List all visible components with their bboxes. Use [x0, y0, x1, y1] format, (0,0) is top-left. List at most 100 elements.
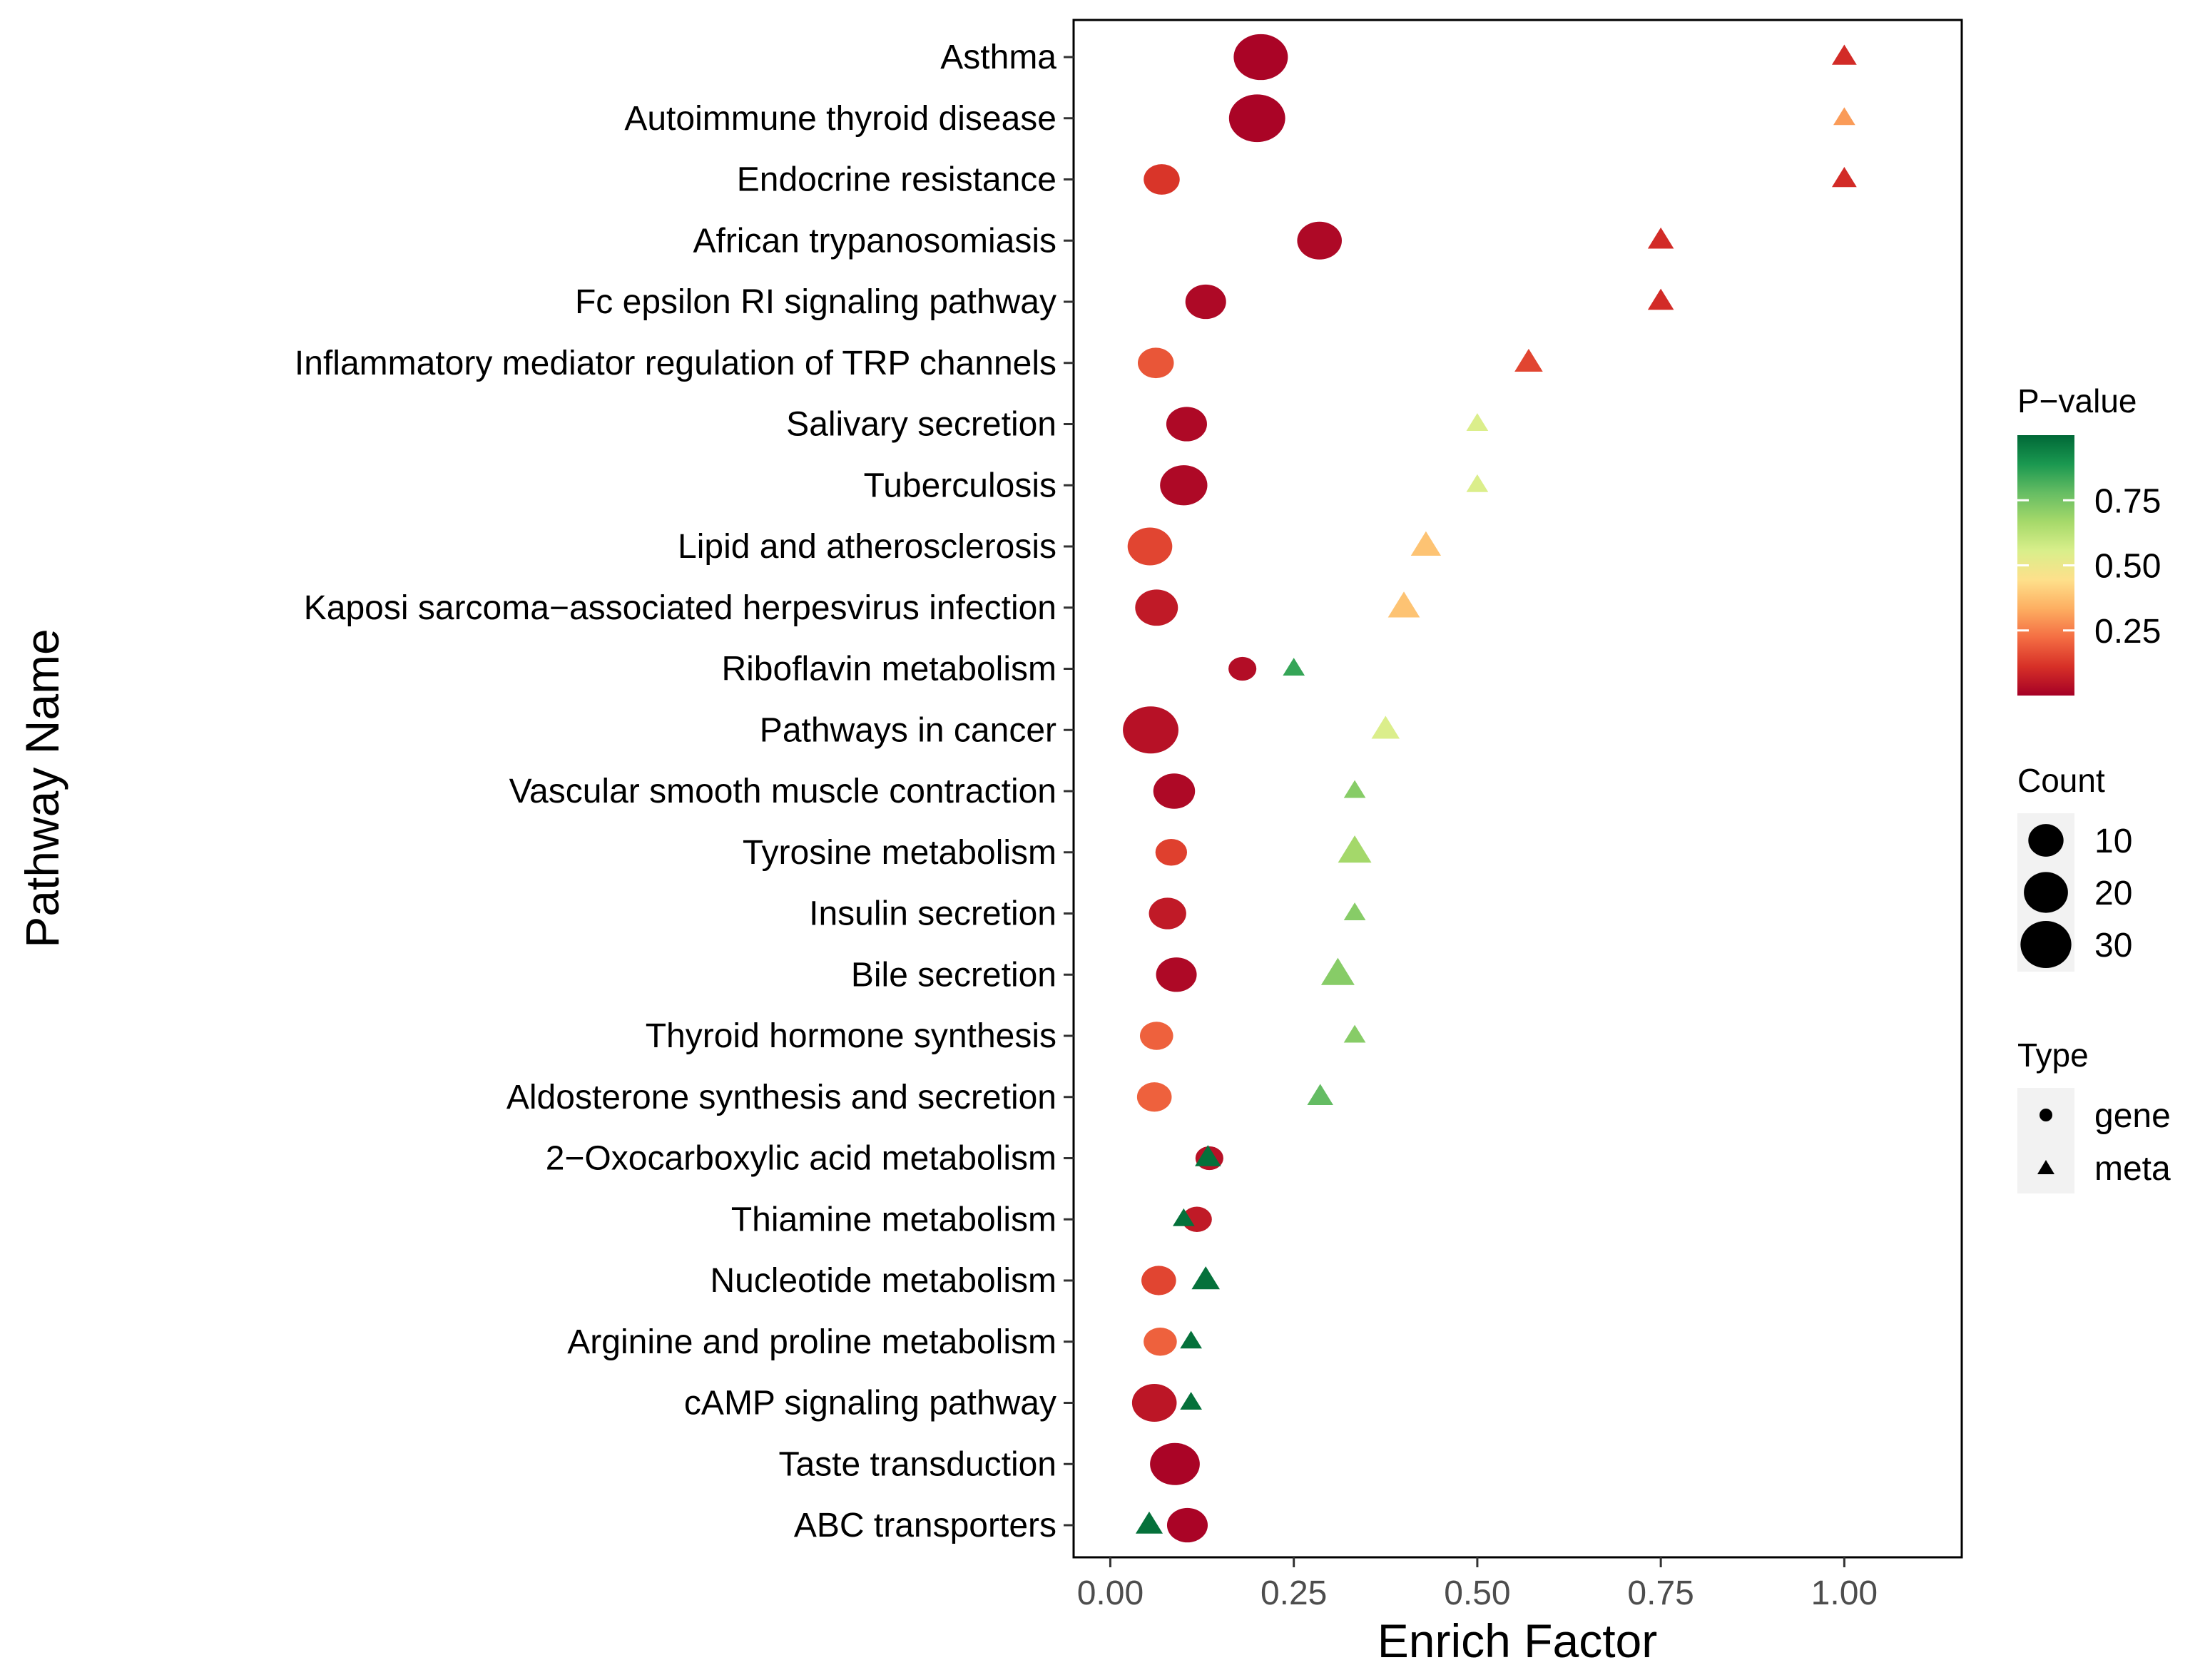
- x-tick-label: 0.25: [1261, 1574, 1327, 1612]
- y-tick-label: Inflammatory mediator regulation of TRP …: [295, 345, 1056, 382]
- gene-point: [1160, 465, 1208, 506]
- colorbar-tick-label: 0.25: [2094, 613, 2161, 651]
- gene-point: [1144, 1328, 1177, 1356]
- meta-point: [1283, 658, 1305, 676]
- gene-point: [1156, 957, 1197, 992]
- meta-point: [1343, 902, 1366, 920]
- type-legend-key-background: [2017, 1088, 2074, 1193]
- meta-point: [1307, 1084, 1333, 1105]
- count-legend-title: Count: [2017, 762, 2105, 799]
- gene-point: [1136, 1082, 1172, 1112]
- count-legend-key: [2024, 872, 2068, 913]
- gene-point: [1185, 284, 1226, 320]
- y-tick-label: Lipid and atherosclerosis: [678, 528, 1056, 566]
- y-tick-label: African trypanosomiasis: [693, 222, 1056, 260]
- meta-point: [1135, 1511, 1163, 1534]
- type-legend-circle-key: [2040, 1109, 2052, 1121]
- meta-point: [1647, 227, 1674, 249]
- meta-point: [1466, 413, 1489, 431]
- x-axis: 0.00 0.25 0.50 0.75 1.00: [1077, 1557, 1878, 1612]
- count-legend-key: [2028, 824, 2064, 857]
- y-tick-label: Tyrosine metabolism: [743, 834, 1056, 872]
- colorbar-tick-label: 0.75: [2094, 482, 2161, 520]
- pvalue-legend: P−value 0.25 0.50 0.75: [2017, 382, 2161, 696]
- gene-point: [1228, 94, 1285, 143]
- gene-point: [1166, 1507, 1208, 1543]
- gene-point: [1139, 1022, 1173, 1050]
- gene-point: [1131, 1383, 1177, 1422]
- count-legend-key: [2020, 921, 2072, 968]
- x-tick-label: 0.75: [1627, 1574, 1694, 1612]
- meta-point: [1387, 591, 1420, 618]
- gene-point: [1166, 407, 1207, 442]
- gene-point: [1127, 527, 1173, 566]
- gene-point: [1149, 897, 1186, 930]
- colorbar-tick-label: 0.50: [2094, 548, 2161, 586]
- gene-point: [1150, 1442, 1200, 1485]
- y-tick-label: Thiamine metabolism: [731, 1201, 1056, 1238]
- gene-point: [1144, 164, 1180, 195]
- y-tick-label: 2−Oxocarboxylic acid metabolism: [546, 1140, 1056, 1178]
- y-tick-label: Autoimmune thyroid disease: [624, 100, 1056, 138]
- y-tick-label: Vascular smooth muscle contraction: [509, 773, 1056, 810]
- meta-point: [1320, 957, 1355, 985]
- y-tick-label: Kaposi sarcoma−associated herpesvirus in…: [304, 589, 1056, 627]
- x-tick-label: 0.50: [1444, 1574, 1510, 1612]
- type-legend: Type gene meta: [2017, 1037, 2171, 1193]
- count-legend-label: 20: [2094, 875, 2132, 912]
- meta-point: [1831, 167, 1857, 188]
- meta-point: [1410, 531, 1442, 556]
- y-tick-label: Arginine and proline metabolism: [567, 1323, 1056, 1361]
- y-tick-label: cAMP signaling pathway: [684, 1385, 1056, 1422]
- y-axis-title: Pathway Name: [16, 628, 68, 948]
- meta-point: [1343, 780, 1366, 798]
- meta-point: [1514, 348, 1543, 372]
- meta-point: [1338, 835, 1372, 863]
- gene-point: [1228, 656, 1257, 681]
- count-legend-label: 30: [2094, 927, 2132, 964]
- y-tick-label: Asthma: [940, 39, 1056, 76]
- y-tick-label: ABC transporters: [794, 1507, 1056, 1544]
- y-tick-label: Tuberculosis: [864, 467, 1056, 504]
- gene-point: [1135, 589, 1178, 626]
- type-legend-label: meta: [2094, 1150, 2171, 1188]
- meta-point: [1833, 107, 1855, 126]
- y-tick-label: Nucleotide metabolism: [710, 1262, 1056, 1300]
- y-tick-label: Endocrine resistance: [737, 161, 1056, 199]
- y-tick-label: Aldosterone synthesis and secretion: [506, 1079, 1056, 1116]
- meta-point: [1466, 474, 1489, 492]
- x-tick-label: 0.00: [1077, 1574, 1144, 1612]
- meta-point: [1343, 1024, 1366, 1043]
- meta-point: [1191, 1266, 1220, 1290]
- y-tick-label: Fc epsilon RI signaling pathway: [575, 283, 1056, 321]
- count-legend-label: 10: [2094, 823, 2132, 860]
- type-legend-title: Type: [2017, 1037, 2089, 1074]
- x-tick-label: 1.00: [1811, 1574, 1878, 1612]
- gene-point: [1141, 1266, 1176, 1295]
- meta-point: [1172, 1208, 1195, 1226]
- plot-panel: [1072, 19, 1963, 1559]
- x-axis-title: Enrich Factor: [1378, 1614, 1657, 1667]
- y-tick-label: Insulin secretion: [809, 895, 1056, 933]
- y-tick-label: Bile secretion: [851, 956, 1056, 994]
- meta-point: [1180, 1392, 1202, 1410]
- gene-point: [1137, 347, 1174, 379]
- y-tick-label: Taste transduction: [778, 1445, 1056, 1483]
- y-tick-label: Thyroid hormone synthesis: [646, 1017, 1056, 1055]
- data-points: [1123, 34, 1857, 1543]
- y-axis: Asthma Autoimmune thyroid disease Endocrin…: [295, 39, 1074, 1544]
- gene-point: [1233, 34, 1288, 81]
- meta-point: [1180, 1330, 1202, 1349]
- y-tick-label: Pathways in cancer: [760, 711, 1056, 749]
- gene-point: [1153, 773, 1196, 809]
- y-tick-label: Salivary secretion: [786, 406, 1056, 444]
- y-tick-label: Riboflavin metabolism: [721, 651, 1056, 688]
- meta-point: [1647, 288, 1674, 310]
- count-legend: Count 10 20 30: [2017, 762, 2132, 972]
- gene-point: [1123, 706, 1178, 754]
- pvalue-legend-title: P−value: [2017, 382, 2137, 419]
- gene-point: [1155, 838, 1188, 866]
- meta-point: [1371, 716, 1400, 739]
- meta-point: [1831, 44, 1857, 65]
